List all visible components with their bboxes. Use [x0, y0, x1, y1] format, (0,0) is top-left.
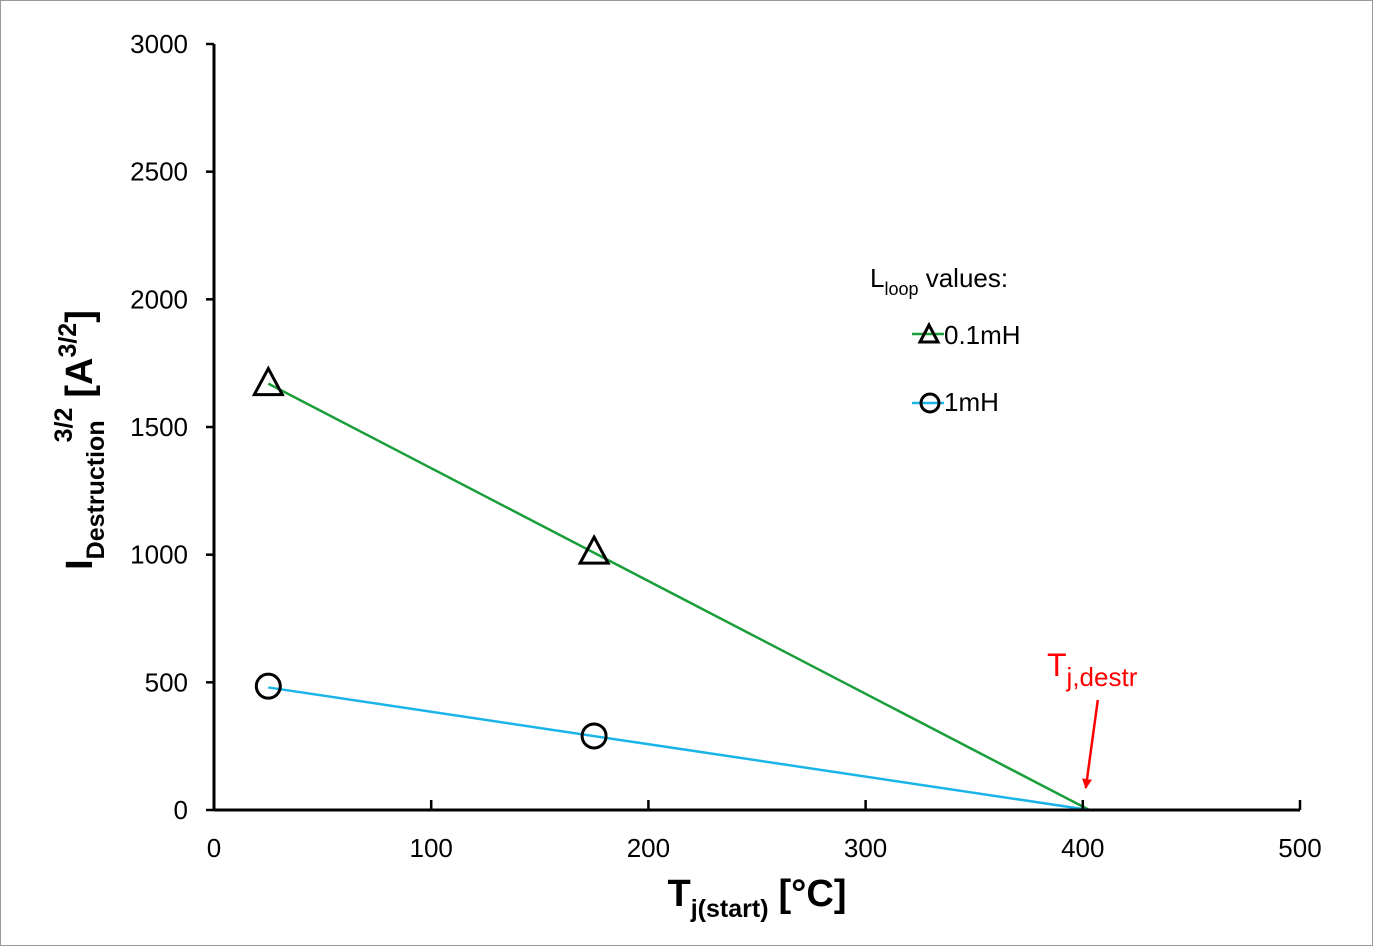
data-point-circle: [580, 722, 608, 750]
legend-title-rest: values:: [919, 263, 1009, 293]
y-tick-label: 2000: [130, 284, 188, 314]
annotation-label-main: T: [1047, 647, 1067, 683]
y-tick-label: 3000: [130, 29, 188, 59]
fit-lines: [267, 382, 1090, 812]
legend-triangle-icon: [917, 321, 941, 344]
x-axis-title-unit: [°C]: [779, 873, 847, 915]
data-point-triangle: [251, 365, 285, 397]
annotation-label: Tj,destr: [1047, 647, 1138, 692]
annotation-arrow: [1082, 699, 1100, 789]
x-axis-title: Tj(start) [°C]: [668, 873, 847, 923]
x-tick-label: 500: [1278, 833, 1321, 863]
y-tick-label: 1500: [130, 412, 188, 442]
y-axis-title-main: I: [59, 559, 101, 570]
legend-title-main: L: [870, 263, 884, 293]
legend-circle-icon: [919, 392, 941, 414]
y-axis-title-unit-sup: 3/2: [54, 323, 82, 358]
legend: Lloop values: 0.1mH 1mH: [870, 263, 1021, 417]
legend-title-sub: loop: [884, 279, 918, 299]
legend-label-1: 1mH: [944, 387, 999, 417]
data-point-circle: [254, 672, 282, 700]
y-axis-title-sup: 3/2: [50, 408, 78, 443]
x-tick-label: 100: [410, 833, 453, 863]
y-tick-label: 0: [174, 795, 188, 825]
fit-line-series-1: [268, 686, 1090, 812]
y-tick-label: 2500: [130, 157, 188, 187]
annotation-label-sub: j,destr: [1066, 662, 1138, 692]
x-axis-title-sub: j(start): [690, 895, 769, 923]
x-tick-label: 400: [1061, 833, 1104, 863]
x-tick-label: 300: [844, 833, 887, 863]
y-tick-label: 500: [145, 667, 188, 697]
y-axis-title-unit-open: [A: [59, 358, 101, 398]
fit-line-series-0: [267, 382, 1090, 812]
y-axis-title-unit-close: ]: [59, 310, 101, 323]
x-tick-label: 200: [627, 833, 670, 863]
y-tick-label: 1000: [130, 540, 188, 570]
axes: [212, 44, 1300, 812]
tj-destr-annotation: Tj,destr: [1047, 647, 1138, 789]
data-point-triangle: [577, 533, 611, 565]
y-axis-title: IDestruction3/2[A3/2]: [50, 310, 110, 570]
data-markers: [251, 365, 611, 750]
y-axis-title-sub: Destruction: [82, 420, 110, 559]
y-ticks: 0 500 1000 1500 2000 2500 3000: [130, 29, 214, 825]
x-axis-title-main: T: [668, 873, 691, 915]
x-tick-label: 0: [207, 833, 221, 863]
x-ticks: 0 100 200 300 400 500: [207, 800, 1322, 863]
legend-title: Lloop values:: [870, 263, 1008, 299]
legend-label-0: 0.1mH: [944, 320, 1021, 350]
